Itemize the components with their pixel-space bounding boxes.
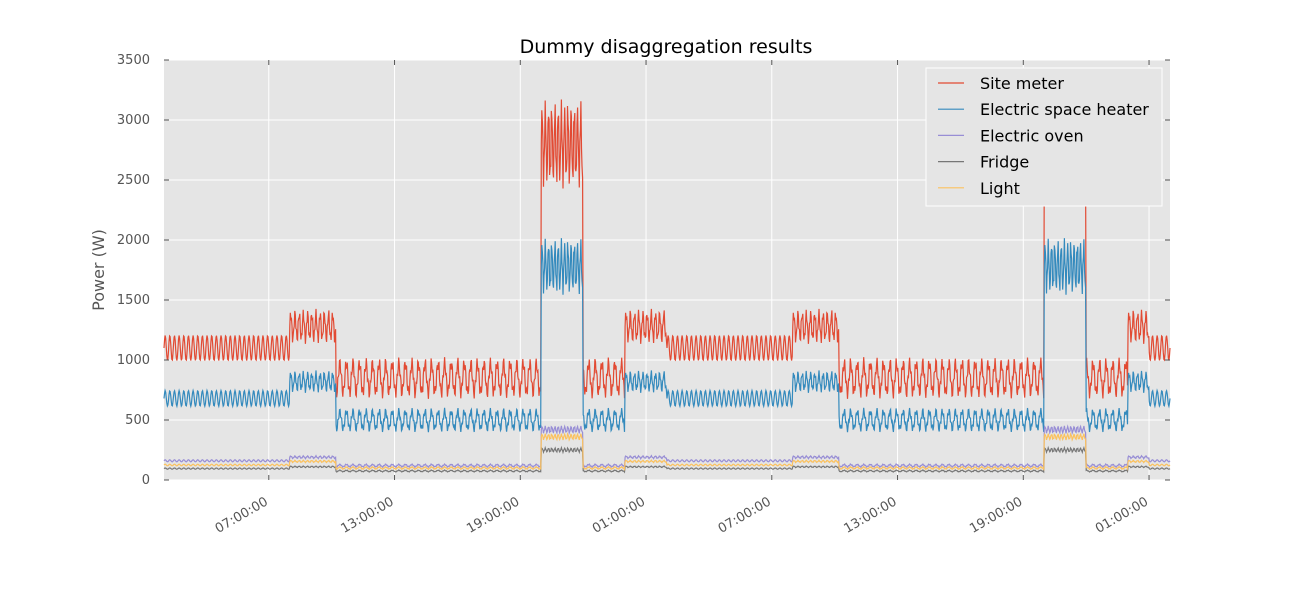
series-line-light	[163, 431, 1171, 472]
x-tick-label: 19:00:00	[464, 494, 522, 536]
x-tick-label: 07:00:00	[716, 494, 774, 536]
x-tick-label: 07:00:00	[213, 494, 271, 536]
series-line-site	[163, 99, 1171, 399]
legend: Site meter Electric space heater Electric …	[925, 67, 1163, 207]
grid	[164, 59, 1170, 481]
chart-title: Dummy disaggregation results	[520, 36, 813, 58]
series-line-fridge	[163, 445, 1171, 474]
series-line-oven	[163, 424, 1171, 470]
series-lines	[163, 99, 1171, 474]
x-tick-label: 13:00:00	[841, 494, 899, 536]
y-tick-label: 500	[125, 413, 150, 428]
y-tick-label: 3500	[117, 53, 150, 68]
y-tick-label: 2500	[117, 173, 150, 188]
x-tick-label: 01:00:00	[590, 494, 648, 536]
y-tick-label: 3000	[117, 113, 150, 128]
x-tick-label: 01:00:00	[1093, 494, 1151, 536]
legend-label: Fridge	[980, 153, 1029, 172]
y-tick-label: 1500	[117, 293, 150, 308]
legend-label: Electric space heater	[980, 100, 1149, 119]
x-tick-label: 13:00:00	[338, 494, 396, 536]
legend-label: Light	[980, 179, 1020, 198]
y-tick-label: 0	[142, 473, 150, 488]
legend-label: Electric oven	[980, 126, 1084, 145]
series-line-heater	[163, 238, 1171, 433]
y-tick-label: 2000	[117, 233, 150, 248]
legend-box	[925, 67, 1163, 207]
y-axis-label: Power (W)	[89, 229, 108, 311]
x-tick-label: 19:00:00	[967, 494, 1025, 536]
legend-label: Site meter	[980, 74, 1064, 93]
y-tick-label: 1000	[117, 353, 150, 368]
